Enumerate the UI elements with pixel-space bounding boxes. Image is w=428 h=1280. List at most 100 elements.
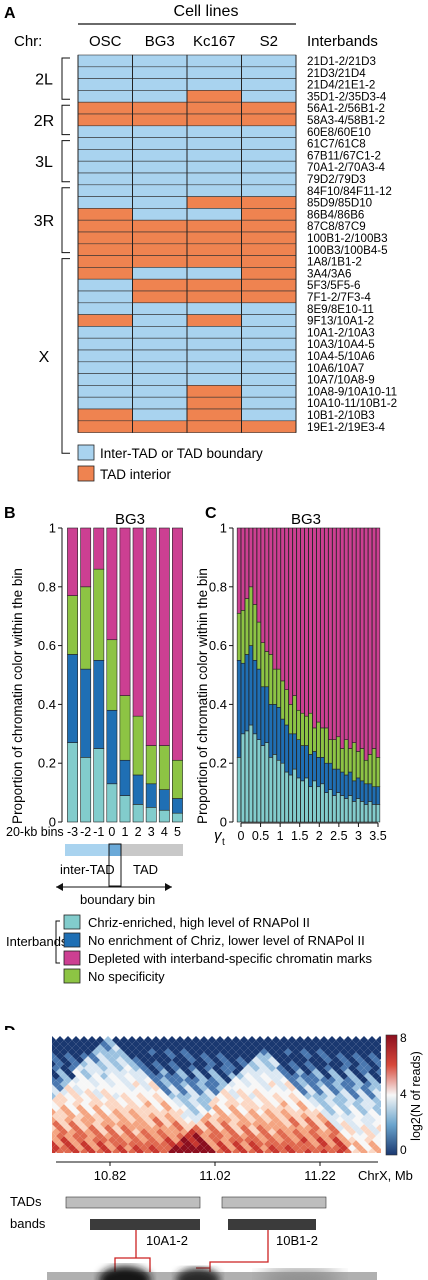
panel-a: A Cell lines Chr: OSC BG3 Kc167 S2 Interban…: [4, 3, 397, 482]
bar-segment: [348, 748, 353, 773]
bar-segment: [304, 715, 309, 746]
hic-cell: [152, 1036, 160, 1044]
bar-segment: [363, 759, 369, 785]
tad-cell: [241, 302, 297, 315]
hic-cell: [224, 1036, 232, 1044]
bar-segment: [276, 668, 281, 708]
chr-label: Chr:: [14, 33, 42, 50]
tad-cell: [77, 184, 133, 197]
interband-label: 61C7/61C8: [307, 138, 366, 151]
bar-segment: [367, 783, 373, 802]
bar-segment: [248, 724, 254, 823]
bar-segment: [344, 527, 349, 740]
tad-cell: [186, 90, 242, 103]
interband-label: 56A1-2/56B1-2: [307, 102, 385, 115]
bar-segment: [328, 789, 333, 823]
boundary-bin-outline: [108, 843, 122, 887]
bar-segment: [332, 768, 337, 796]
bar-segment: [93, 659, 105, 749]
tad-cell: [132, 408, 188, 422]
tad-cell: [241, 231, 297, 245]
bar-segment: [371, 786, 377, 805]
micrograph-band-3: [260, 1270, 340, 1280]
tad-cell: [186, 184, 242, 197]
y-tick-label: 0.2: [38, 756, 56, 771]
tad-cell: [132, 149, 188, 162]
bar-segment: [300, 527, 305, 714]
bar-segment: [252, 527, 258, 605]
bar-segment: [316, 786, 321, 823]
tad-cell: [77, 196, 133, 209]
bar-segment: [288, 774, 293, 823]
interband-labels: 21D1-2/21D321D3/21D421D4/21E1-235D1-2/35…: [307, 55, 397, 434]
bar-segment: [332, 527, 337, 740]
bar-segment: [145, 783, 157, 808]
hic-cell: [80, 1036, 88, 1044]
tad-cell: [186, 219, 242, 233]
tad-cell: [132, 385, 188, 398]
tad-block-2: [221, 1196, 327, 1209]
tad-cell: [132, 208, 188, 221]
band-label-1: 10A1-2: [146, 1233, 188, 1248]
bar-segment: [67, 654, 78, 743]
tad-cell: [186, 278, 242, 292]
panel-b-x-ticks: -3 -2 -1 0 1 2 3 4 5: [67, 825, 181, 839]
bar-segment: [272, 704, 277, 755]
tad-cell: [132, 349, 188, 363]
bar-segment: [260, 642, 265, 688]
bar-segment: [316, 757, 321, 788]
bar-segment: [268, 704, 273, 758]
hic-cell: [248, 1036, 256, 1044]
tad-label: TAD: [133, 862, 158, 877]
hic-cell: [352, 1036, 360, 1044]
tad-cell: [132, 113, 188, 127]
bar-segment: [67, 527, 78, 596]
tad-cell: [186, 290, 242, 304]
bar-segment: [172, 759, 183, 799]
band-label-2: 10B1-2: [276, 1233, 318, 1248]
interband-label: 100B1-2/100B3: [307, 232, 388, 245]
hic-cell: [264, 1036, 272, 1044]
legend-label-boundary: Inter-TAD or TAD boundary: [100, 446, 263, 461]
chr-label-3r: 3R: [34, 213, 54, 230]
hic-cell: [72, 1036, 80, 1044]
tad-cell: [77, 290, 133, 304]
hic-cell: [304, 1036, 312, 1044]
inter-tad-bar: [65, 844, 109, 856]
tad-cell: [132, 255, 188, 268]
bar-segment: [106, 527, 118, 641]
tad-cell: [77, 396, 133, 410]
interband-label: 87C8/87C9: [307, 220, 366, 233]
gamma-subscript: t: [222, 837, 225, 848]
hic-cell: [64, 1036, 72, 1044]
tad-cell: [241, 125, 297, 138]
bar-segment: [371, 748, 377, 788]
hic-cell: [184, 1036, 192, 1044]
tad-cell: [186, 125, 242, 138]
tad-cell: [77, 219, 133, 233]
interbands-group-label: Interbands: [6, 934, 68, 949]
y-tick-label: 0.6: [209, 638, 227, 653]
interbands-header: Interbands: [307, 33, 378, 50]
tad-cell: [186, 66, 242, 79]
band-connector-2: [196, 1230, 269, 1272]
bar-segment: [284, 771, 289, 823]
bar-segment: [244, 527, 250, 599]
tad-cell: [77, 54, 133, 68]
hic-x-label-3: 11.22: [304, 1168, 336, 1183]
cell-lines-header: Cell lines: [174, 3, 239, 20]
bar-segment: [248, 586, 254, 646]
chr-label-x: X: [39, 349, 50, 366]
hic-cell: [360, 1036, 368, 1044]
bar-segment: [280, 527, 285, 682]
interband-label: 67B11/67C1-2: [307, 149, 381, 162]
tad-cell: [186, 385, 242, 398]
interband-label: 10A3/10A4-5: [307, 338, 375, 351]
tad-cell: [186, 349, 242, 363]
tad-cell: [186, 137, 242, 150]
bar-segment: [248, 645, 254, 726]
bar-segment: [359, 780, 365, 802]
bar-segment: [352, 801, 357, 823]
bar-segment: [256, 739, 261, 823]
tad-cell: [132, 302, 188, 315]
